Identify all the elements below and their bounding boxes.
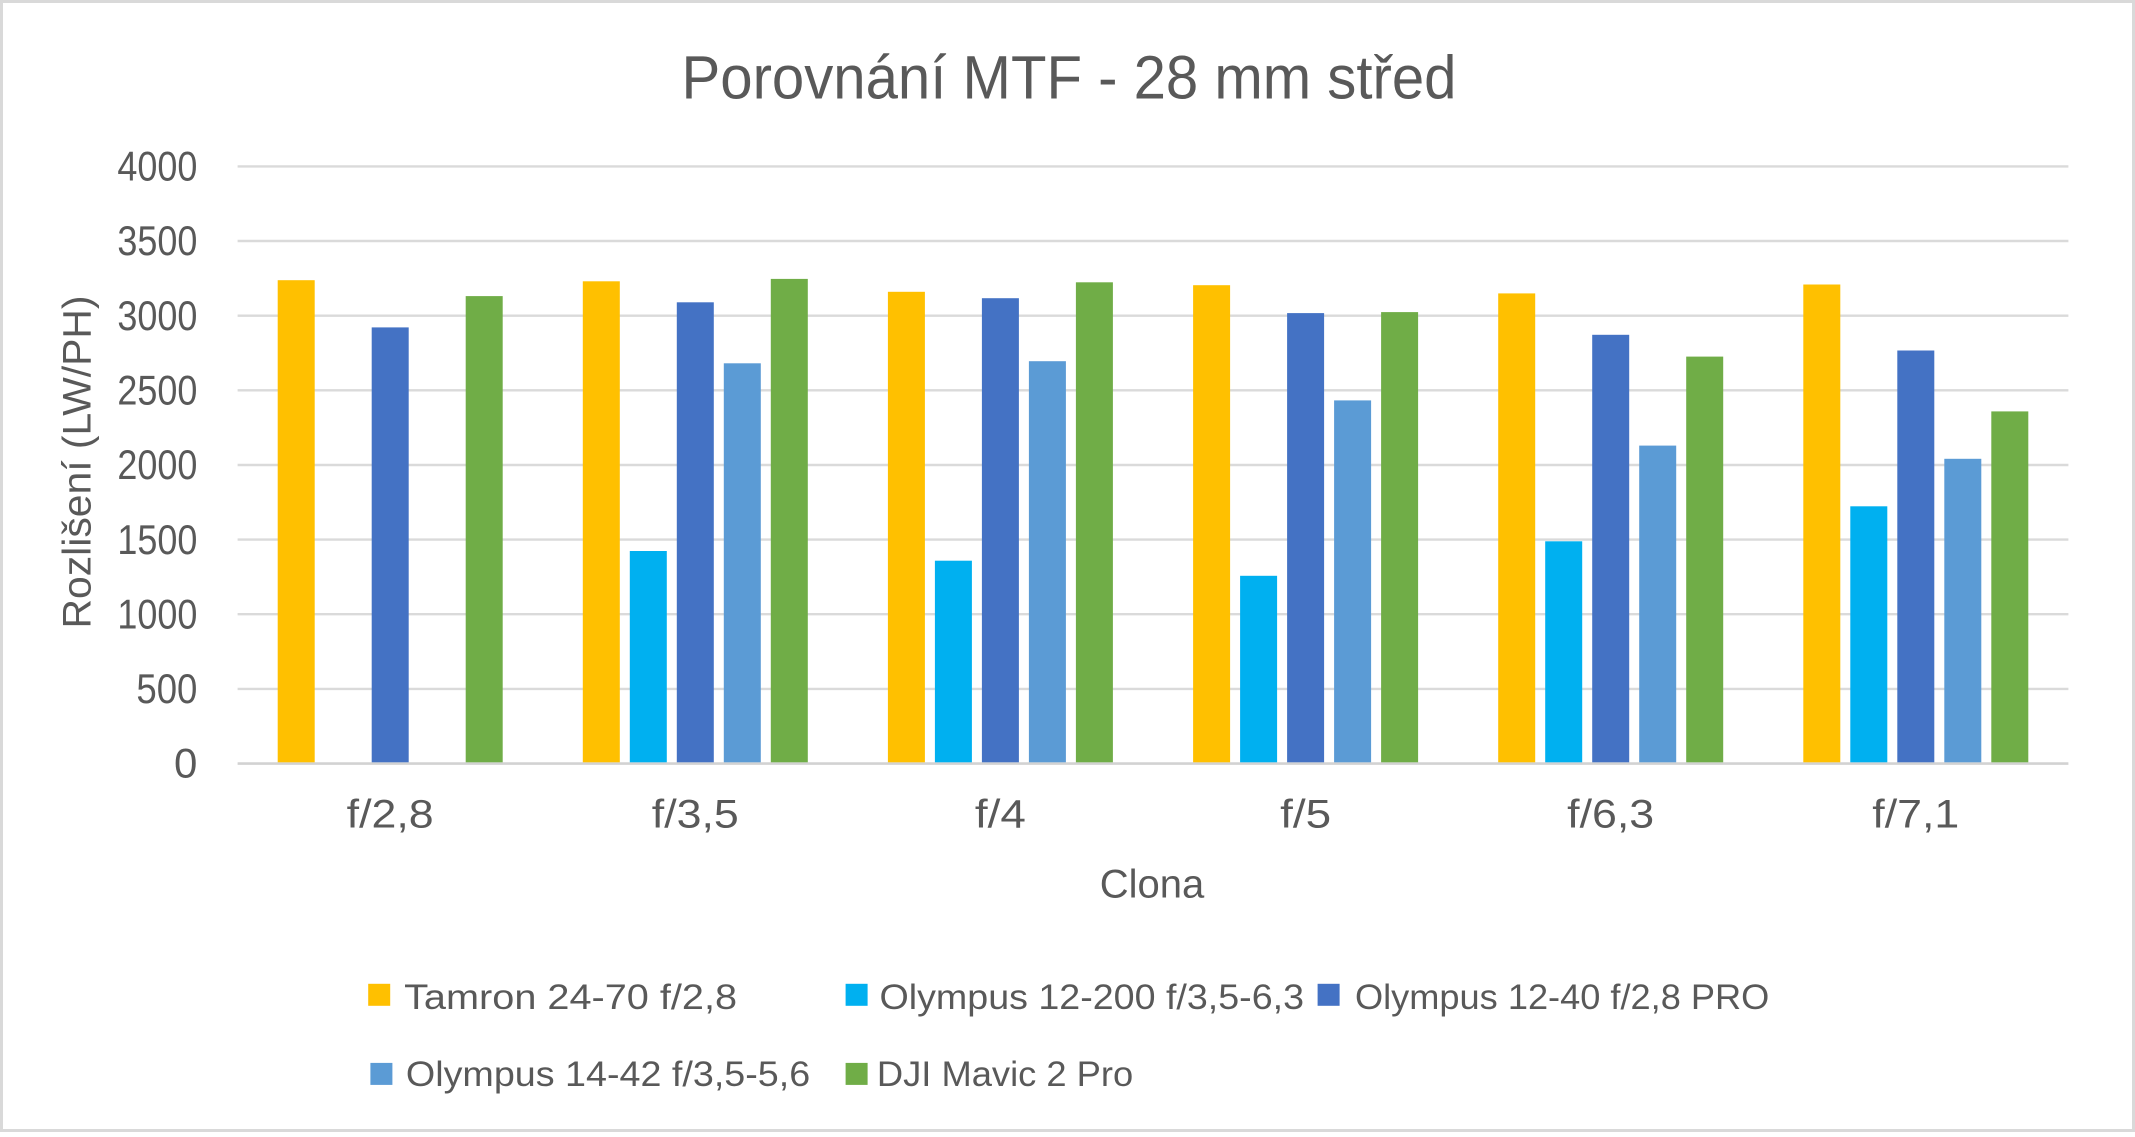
svg-text:f/2,8: f/2,8 [347,793,434,837]
svg-text:3500: 3500 [117,217,197,264]
svg-text:f/7,1: f/7,1 [1872,793,1959,837]
svg-text:3000: 3000 [117,292,197,339]
svg-text:Rozlišení (LW/PH): Rozlišení (LW/PH) [56,296,100,629]
svg-text:500: 500 [136,665,197,712]
svg-text:1500: 1500 [117,516,197,563]
svg-text:f/5: f/5 [1280,793,1331,837]
svg-text:4000: 4000 [117,143,197,190]
svg-text:Clona: Clona [1100,863,1205,907]
svg-text:f/4: f/4 [975,793,1026,837]
svg-text:2500: 2500 [117,367,197,414]
svg-text:0: 0 [174,740,197,787]
svg-text:Porovnání MTF - 28 mm střed: Porovnání MTF - 28 mm střed [682,44,1457,112]
svg-text:f/3,5: f/3,5 [652,793,739,837]
svg-text:2000: 2000 [117,441,197,488]
svg-text:Tamron 24-70 f/2,8: Tamron 24-70 f/2,8 [404,978,737,1017]
svg-text:f/6,3: f/6,3 [1567,793,1654,837]
svg-text:Olympus 14-42 f/3,5-5,6: Olympus 14-42 f/3,5-5,6 [406,1055,810,1094]
svg-text:DJI Mavic 2 Pro: DJI Mavic 2 Pro [877,1055,1133,1094]
svg-text:Olympus 12-200 f/3,5-6,3: Olympus 12-200 f/3,5-6,3 [880,978,1305,1017]
svg-text:1000: 1000 [117,590,197,637]
svg-text:Olympus 12-40 f/2,8 PRO: Olympus 12-40 f/2,8 PRO [1355,978,1769,1017]
